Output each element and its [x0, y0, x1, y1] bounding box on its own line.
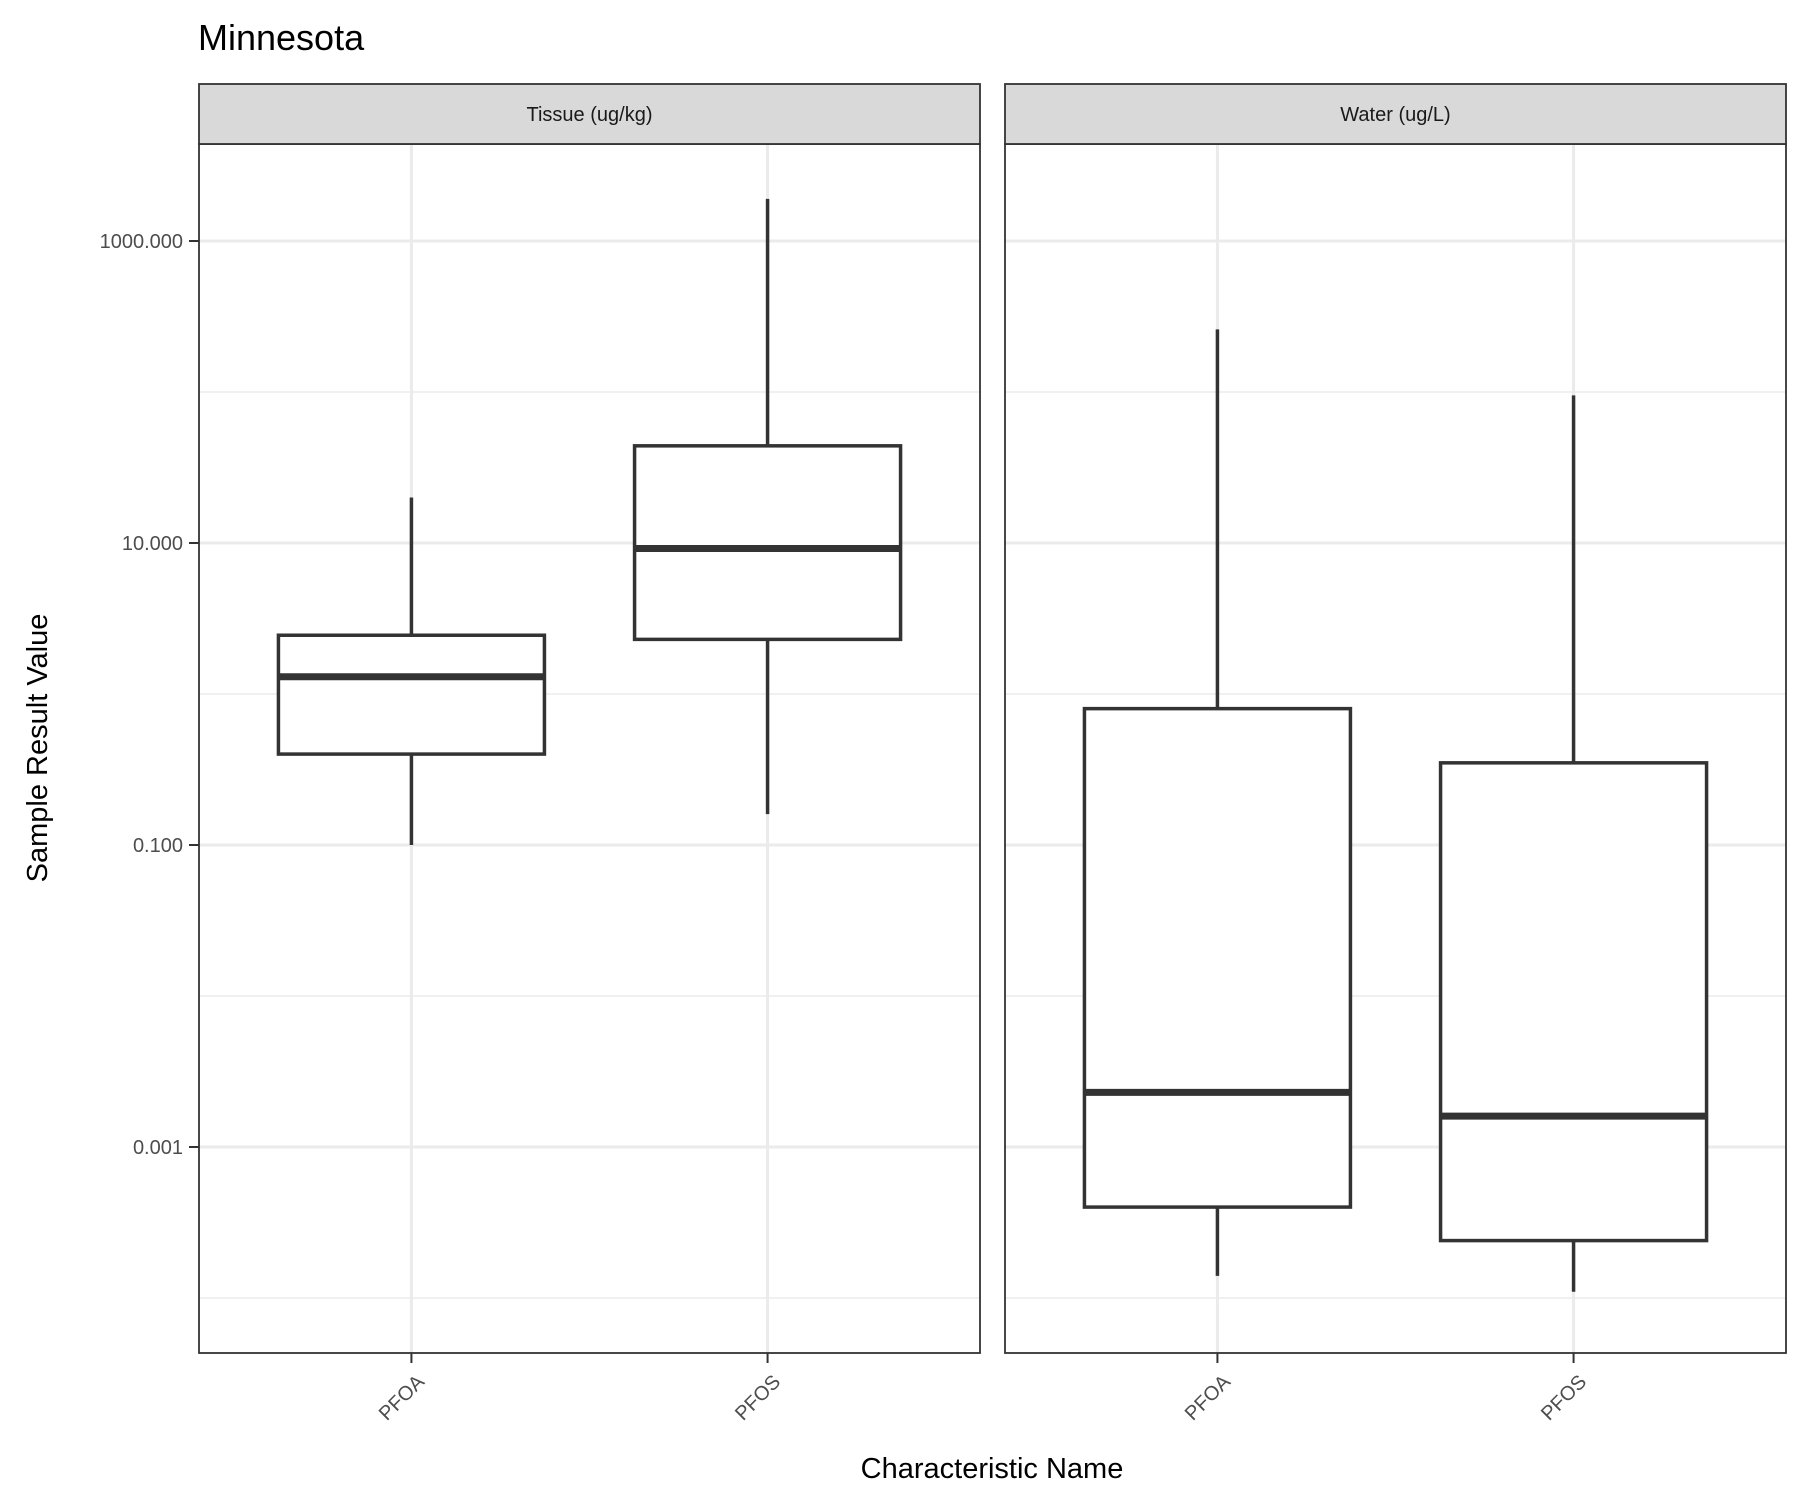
- iqr-box: [1082, 706, 1353, 1209]
- facet-strip-label: Tissue (ug/kg): [527, 104, 653, 126]
- boxplot-pfoa: [1082, 329, 1353, 1276]
- y-tick-label: 0.100: [133, 835, 183, 857]
- y-axis-title: Sample Result Value: [22, 614, 54, 883]
- y-tick-label: 1000.000: [100, 231, 183, 253]
- x-tick-label: PFOS: [1537, 1371, 1591, 1425]
- boxplot-pfos: [1438, 395, 1709, 1292]
- x-axis-title: Characteristic Name: [861, 1453, 1124, 1485]
- chart-title: Minnesota: [198, 17, 365, 58]
- iqr-box: [1438, 761, 1709, 1243]
- facet-panel: Water (ug/L) PFOA PFOS: [1004, 83, 1787, 1426]
- iqr-box: [632, 444, 903, 642]
- facet-strip: [1004, 83, 1787, 145]
- x-tick-label: PFOA: [375, 1371, 430, 1426]
- y-tick-label: 0.001: [133, 1137, 183, 1159]
- facet-strip: [198, 83, 981, 145]
- iqr-box: [276, 633, 547, 756]
- facet-panel: Tissue (ug/kg) PFOA PFOS: [198, 83, 981, 1426]
- y-tick-label: 10.000: [122, 533, 183, 555]
- facet-strip-label: Water (ug/L): [1340, 104, 1450, 126]
- x-tick-label: PFOA: [1181, 1371, 1236, 1426]
- boxplot-pfos: [632, 198, 903, 815]
- boxplot-pfoa: [276, 497, 547, 845]
- plot-area: Tissue (ug/kg) PFOA PFOS Water (ug/L) PFOA PF…: [100, 83, 1787, 1426]
- x-tick-label: PFOS: [731, 1371, 785, 1425]
